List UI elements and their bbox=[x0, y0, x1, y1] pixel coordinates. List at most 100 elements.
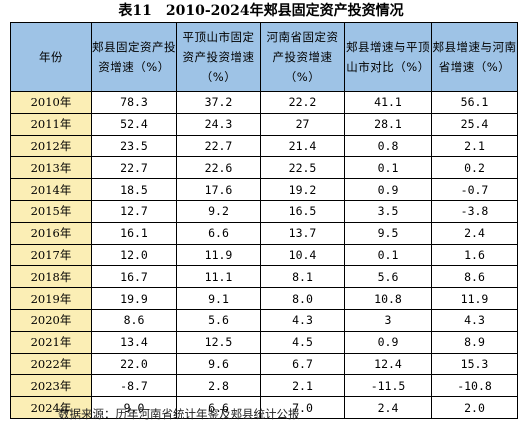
cell-year: 2017年 bbox=[10, 243, 92, 267]
header-vs-pingdingshan: 郏县增速与平顶山市对比（%） bbox=[344, 22, 432, 92]
cell-jiaxian-growth: 78.3 bbox=[91, 91, 177, 114]
cell-vs-pingdingshan: 9.5 bbox=[344, 221, 432, 245]
table-row: 2018年 16.7 11.1 8.1 5.6 8.6 bbox=[10, 265, 518, 289]
cell-year: 2020年 bbox=[10, 308, 92, 332]
cell-jiaxian-growth: 12.7 bbox=[91, 199, 177, 223]
cell-pingdingshan-growth: 24.3 bbox=[176, 112, 261, 136]
cell-year: 2012年 bbox=[10, 134, 92, 158]
cell-jiaxian-growth: 9.0 bbox=[91, 396, 177, 419]
header-pingdingshan-growth: 平顶山市固定资产投资增速（%） bbox=[176, 22, 261, 92]
table-body: 2010年 78.3 37.2 22.2 41.1 56.1 2011年 52.4 24.3 27… bbox=[10, 91, 518, 419]
investment-table: 年份 郏县固定资产投资增速（%） 平顶山市固定资产投资增速（%） 河南省固定资产… bbox=[10, 22, 518, 419]
cell-jiaxian-growth: 16.7 bbox=[91, 265, 177, 289]
table-row: 2017年 12.0 11.9 10.4 0.1 1.6 bbox=[10, 243, 518, 267]
cell-henan-growth: 7.0 bbox=[260, 396, 345, 419]
cell-pingdingshan-growth: 11.1 bbox=[176, 265, 261, 289]
cell-vs-pingdingshan: 10.8 bbox=[344, 287, 432, 310]
cell-jiaxian-growth: 22.7 bbox=[91, 156, 177, 180]
cell-vs-pingdingshan: 3.5 bbox=[344, 199, 432, 223]
cell-henan-growth: 13.7 bbox=[260, 221, 345, 245]
cell-jiaxian-growth: 19.9 bbox=[91, 287, 177, 310]
cell-pingdingshan-growth: 9.1 bbox=[176, 287, 261, 310]
cell-henan-growth: 2.1 bbox=[260, 374, 345, 398]
cell-vs-henan: 1.6 bbox=[431, 243, 518, 267]
table-row: 2014年 18.5 17.6 19.2 0.9 -0.7 bbox=[10, 178, 518, 201]
header-year: 年份 bbox=[10, 22, 92, 92]
cell-henan-growth: 27 bbox=[260, 112, 345, 136]
cell-year: 2018年 bbox=[10, 265, 92, 289]
cell-jiaxian-growth: 16.1 bbox=[91, 221, 177, 245]
cell-vs-henan: 2.4 bbox=[431, 221, 518, 245]
cell-vs-henan: 25.4 bbox=[431, 112, 518, 136]
cell-henan-growth: 4.3 bbox=[260, 308, 345, 332]
cell-jiaxian-growth: 8.6 bbox=[91, 308, 177, 332]
cell-year: 2013年 bbox=[10, 156, 92, 180]
table-row: 2012年 23.5 22.7 21.4 0.8 2.1 bbox=[10, 134, 518, 158]
cell-jiaxian-growth: 52.4 bbox=[91, 112, 177, 136]
cell-pingdingshan-growth: 6.6 bbox=[176, 396, 261, 419]
cell-henan-growth: 6.7 bbox=[260, 352, 345, 376]
cell-pingdingshan-growth: 6.6 bbox=[176, 221, 261, 245]
table-row: 2013年 22.7 22.6 22.5 0.1 0.2 bbox=[10, 156, 518, 180]
cell-year: 2024年 bbox=[10, 396, 92, 419]
table-row: 2019年 19.9 9.1 8.0 10.8 11.9 bbox=[10, 287, 518, 310]
cell-pingdingshan-growth: 12.5 bbox=[176, 330, 261, 354]
header-henan-growth: 河南省固定资产投资增速（%） bbox=[260, 22, 345, 92]
cell-vs-pingdingshan: 28.1 bbox=[344, 112, 432, 136]
header-jiaxian-growth: 郏县固定资产投资增速（%） bbox=[91, 22, 177, 92]
cell-henan-growth: 19.2 bbox=[260, 178, 345, 201]
data-source-note: 数据来源：历年河南省统计年鉴及郏县统计公报 bbox=[58, 407, 300, 421]
cell-vs-pingdingshan: 5.6 bbox=[344, 265, 432, 289]
cell-vs-pingdingshan: 0.9 bbox=[344, 178, 432, 201]
cell-henan-growth: 16.5 bbox=[260, 199, 345, 223]
cell-vs-henan: 15.3 bbox=[431, 352, 518, 376]
cell-henan-growth: 8.0 bbox=[260, 287, 345, 310]
cell-vs-pingdingshan: 2.4 bbox=[344, 396, 432, 419]
table-row: 2010年 78.3 37.2 22.2 41.1 56.1 bbox=[10, 91, 518, 114]
cell-jiaxian-growth: -8.7 bbox=[91, 374, 177, 398]
cell-year: 2023年 bbox=[10, 374, 92, 398]
cell-year: 2011年 bbox=[10, 112, 92, 136]
header-row: 年份 郏县固定资产投资增速（%） 平顶山市固定资产投资增速（%） 河南省固定资产… bbox=[10, 22, 518, 92]
cell-pingdingshan-growth: 9.2 bbox=[176, 199, 261, 223]
table-row: 2015年 12.7 9.2 16.5 3.5 -3.8 bbox=[10, 199, 518, 223]
table-row: 2024年 9.0 6.6 7.0 2.4 2.0 bbox=[10, 396, 518, 419]
cell-vs-henan: -0.7 bbox=[431, 178, 518, 201]
table-row: 2022年 22.0 9.6 6.7 12.4 15.3 bbox=[10, 352, 518, 376]
cell-vs-henan: 2.0 bbox=[431, 396, 518, 419]
cell-vs-henan: 8.6 bbox=[431, 265, 518, 289]
cell-henan-growth: 22.2 bbox=[260, 91, 345, 114]
cell-henan-growth: 21.4 bbox=[260, 134, 345, 158]
cell-vs-henan: 2.1 bbox=[431, 134, 518, 158]
cell-vs-pingdingshan: 12.4 bbox=[344, 352, 432, 376]
cell-year: 2022年 bbox=[10, 352, 92, 376]
cell-jiaxian-growth: 12.0 bbox=[91, 243, 177, 267]
cell-vs-henan: -10.8 bbox=[431, 374, 518, 398]
cell-pingdingshan-growth: 22.7 bbox=[176, 134, 261, 158]
cell-vs-henan: 11.9 bbox=[431, 287, 518, 310]
cell-year: 2015年 bbox=[10, 199, 92, 223]
cell-year: 2021年 bbox=[10, 330, 92, 354]
cell-vs-henan: -3.8 bbox=[431, 199, 518, 223]
cell-pingdingshan-growth: 5.6 bbox=[176, 308, 261, 332]
cell-vs-pingdingshan: -11.5 bbox=[344, 374, 432, 398]
cell-pingdingshan-growth: 11.9 bbox=[176, 243, 261, 267]
cell-vs-pingdingshan: 3 bbox=[344, 308, 432, 332]
cell-henan-growth: 4.5 bbox=[260, 330, 345, 354]
cell-pingdingshan-growth: 37.2 bbox=[176, 91, 261, 114]
cell-vs-pingdingshan: 0.8 bbox=[344, 134, 432, 158]
cell-year: 2019年 bbox=[10, 287, 92, 310]
cell-vs-pingdingshan: 0.1 bbox=[344, 243, 432, 267]
header-vs-henan: 郏县增速与河南省增速（%） bbox=[431, 22, 518, 92]
cell-year: 2014年 bbox=[10, 178, 92, 201]
cell-pingdingshan-growth: 9.6 bbox=[176, 352, 261, 376]
table-row: 2016年 16.1 6.6 13.7 9.5 2.4 bbox=[10, 221, 518, 245]
cell-pingdingshan-growth: 2.8 bbox=[176, 374, 261, 398]
cell-vs-pingdingshan: 0.9 bbox=[344, 330, 432, 354]
table-row: 2021年 13.4 12.5 4.5 0.9 8.9 bbox=[10, 330, 518, 354]
cell-jiaxian-growth: 23.5 bbox=[91, 134, 177, 158]
cell-vs-henan: 4.3 bbox=[431, 308, 518, 332]
cell-henan-growth: 10.4 bbox=[260, 243, 345, 267]
table-row: 2020年 8.6 5.6 4.3 3 4.3 bbox=[10, 308, 518, 332]
cell-henan-growth: 22.5 bbox=[260, 156, 345, 180]
